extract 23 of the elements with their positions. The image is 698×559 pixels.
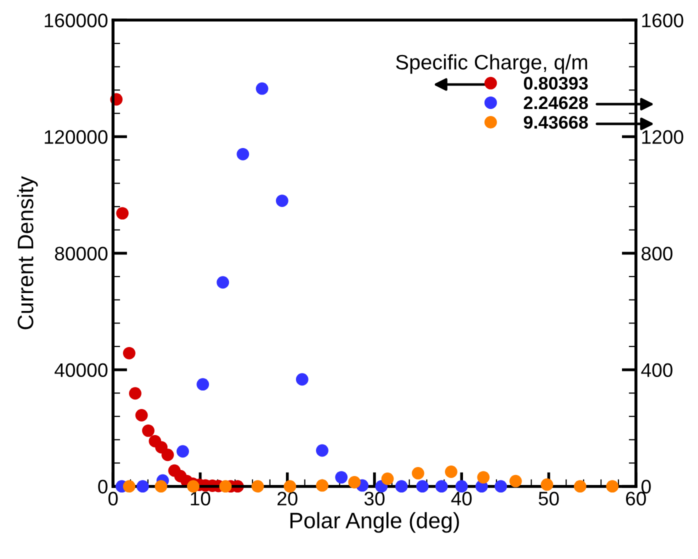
legend-label: 0.80393	[524, 76, 588, 90]
y-tick-label: 0	[98, 480, 108, 494]
y-tick-label: 40000	[54, 363, 108, 378]
legend-title: Specific Charge, q/m	[396, 54, 588, 74]
y2-tick-label: 1200	[642, 130, 684, 144]
legend-label: 9.43668	[524, 116, 588, 129]
x-tick-label: 20	[278, 492, 298, 506]
y2-tick-label: 400	[641, 363, 672, 378]
x-axis-title: Polar Angle (deg)	[290, 512, 459, 533]
legend-label: 2.24628	[524, 96, 588, 110]
y2-tick-label: 0	[642, 480, 651, 494]
x-tick-label: 10	[190, 492, 210, 506]
x-tick-label: 50	[538, 492, 559, 506]
y-tick-label: 120000	[44, 130, 108, 144]
x-tick-label: 40	[451, 492, 472, 506]
x-tick-label: 60	[626, 492, 646, 506]
y2-tick-label: 800	[642, 246, 672, 260]
y-tick-label: 80000	[54, 246, 108, 260]
x-tick-label: 30	[364, 492, 385, 506]
y-axis-title: Current Density	[17, 176, 38, 330]
y2-tick-label: 1600	[642, 14, 684, 28]
x-tick-label: 0	[108, 492, 118, 506]
y-tick-label: 160000	[44, 14, 108, 28]
